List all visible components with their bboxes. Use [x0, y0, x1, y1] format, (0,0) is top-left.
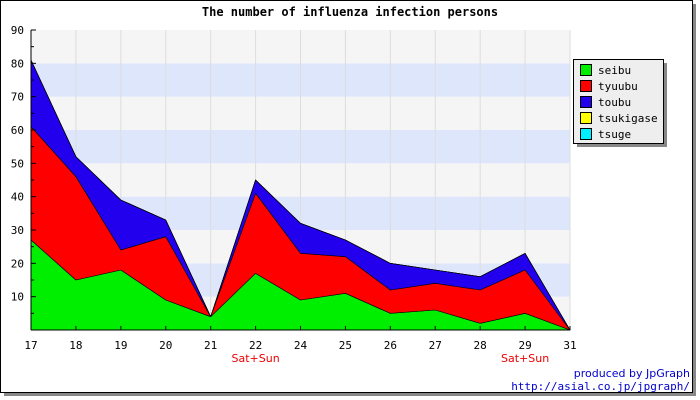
y-tick-label: 60	[11, 124, 24, 137]
y-tick-label: 50	[11, 157, 24, 170]
y-tick-label: 90	[11, 24, 24, 37]
y-tick-label: 70	[11, 91, 24, 104]
legend-swatch-tsuge	[580, 128, 592, 140]
x-tick-label: 22	[249, 339, 262, 352]
x-tick-label: 29	[518, 339, 531, 352]
x-tick-label: 18	[69, 339, 82, 352]
y-tick-label: 20	[11, 257, 24, 270]
legend-swatch-toubu	[580, 96, 592, 108]
credit-line-1: produced by JpGraph	[574, 367, 690, 380]
x-tick-label: 28	[474, 339, 487, 352]
legend-label-tsukigase: tsukigase	[598, 112, 658, 125]
x-tick-label: 24	[294, 339, 308, 352]
x-tick-label: 19	[114, 339, 127, 352]
legend-label-tsuge: tsuge	[598, 128, 631, 141]
annotations: Sat+Sun Sat+Sun	[231, 352, 549, 365]
x-tick-labels: 17 18 19 20 21 22 24 25 26 27 28 29 31	[24, 339, 576, 352]
y-tick-label: 80	[11, 57, 24, 70]
credit-line-2: http://asial.co.jp/jpgraph/	[511, 380, 690, 393]
x-tick-label: 17	[24, 339, 37, 352]
legend-label-tyuubu: tyuubu	[598, 80, 638, 93]
axes	[30, 29, 571, 331]
y-tick-labels: 10 20 30 40 50 60 70 80 90	[11, 24, 24, 304]
legend-label-seibu: seibu	[598, 64, 631, 77]
y-tick-label: 40	[11, 191, 24, 204]
x-tick-label: 27	[429, 339, 442, 352]
legend: seibu tyuubu toubu tsukigase tsuge	[573, 59, 667, 147]
y-tick-label: 30	[11, 224, 24, 237]
annotation-label: Sat+Sun	[231, 352, 279, 365]
legend-swatch-seibu	[580, 64, 592, 76]
legend-swatch-tyuubu	[580, 80, 592, 92]
x-tick-label: 25	[339, 339, 352, 352]
legend-label-toubu: toubu	[598, 96, 631, 109]
chart-title: The number of influenza infection person…	[202, 5, 498, 19]
x-tick-label: 26	[384, 339, 397, 352]
x-tick-label: 20	[159, 339, 172, 352]
y-tick-label: 10	[11, 291, 24, 304]
x-tick-label: 21	[204, 339, 217, 352]
annotation-label: Sat+Sun	[501, 352, 549, 365]
x-tick-label: 31	[563, 339, 576, 352]
legend-swatch-tsukigase	[580, 112, 592, 124]
